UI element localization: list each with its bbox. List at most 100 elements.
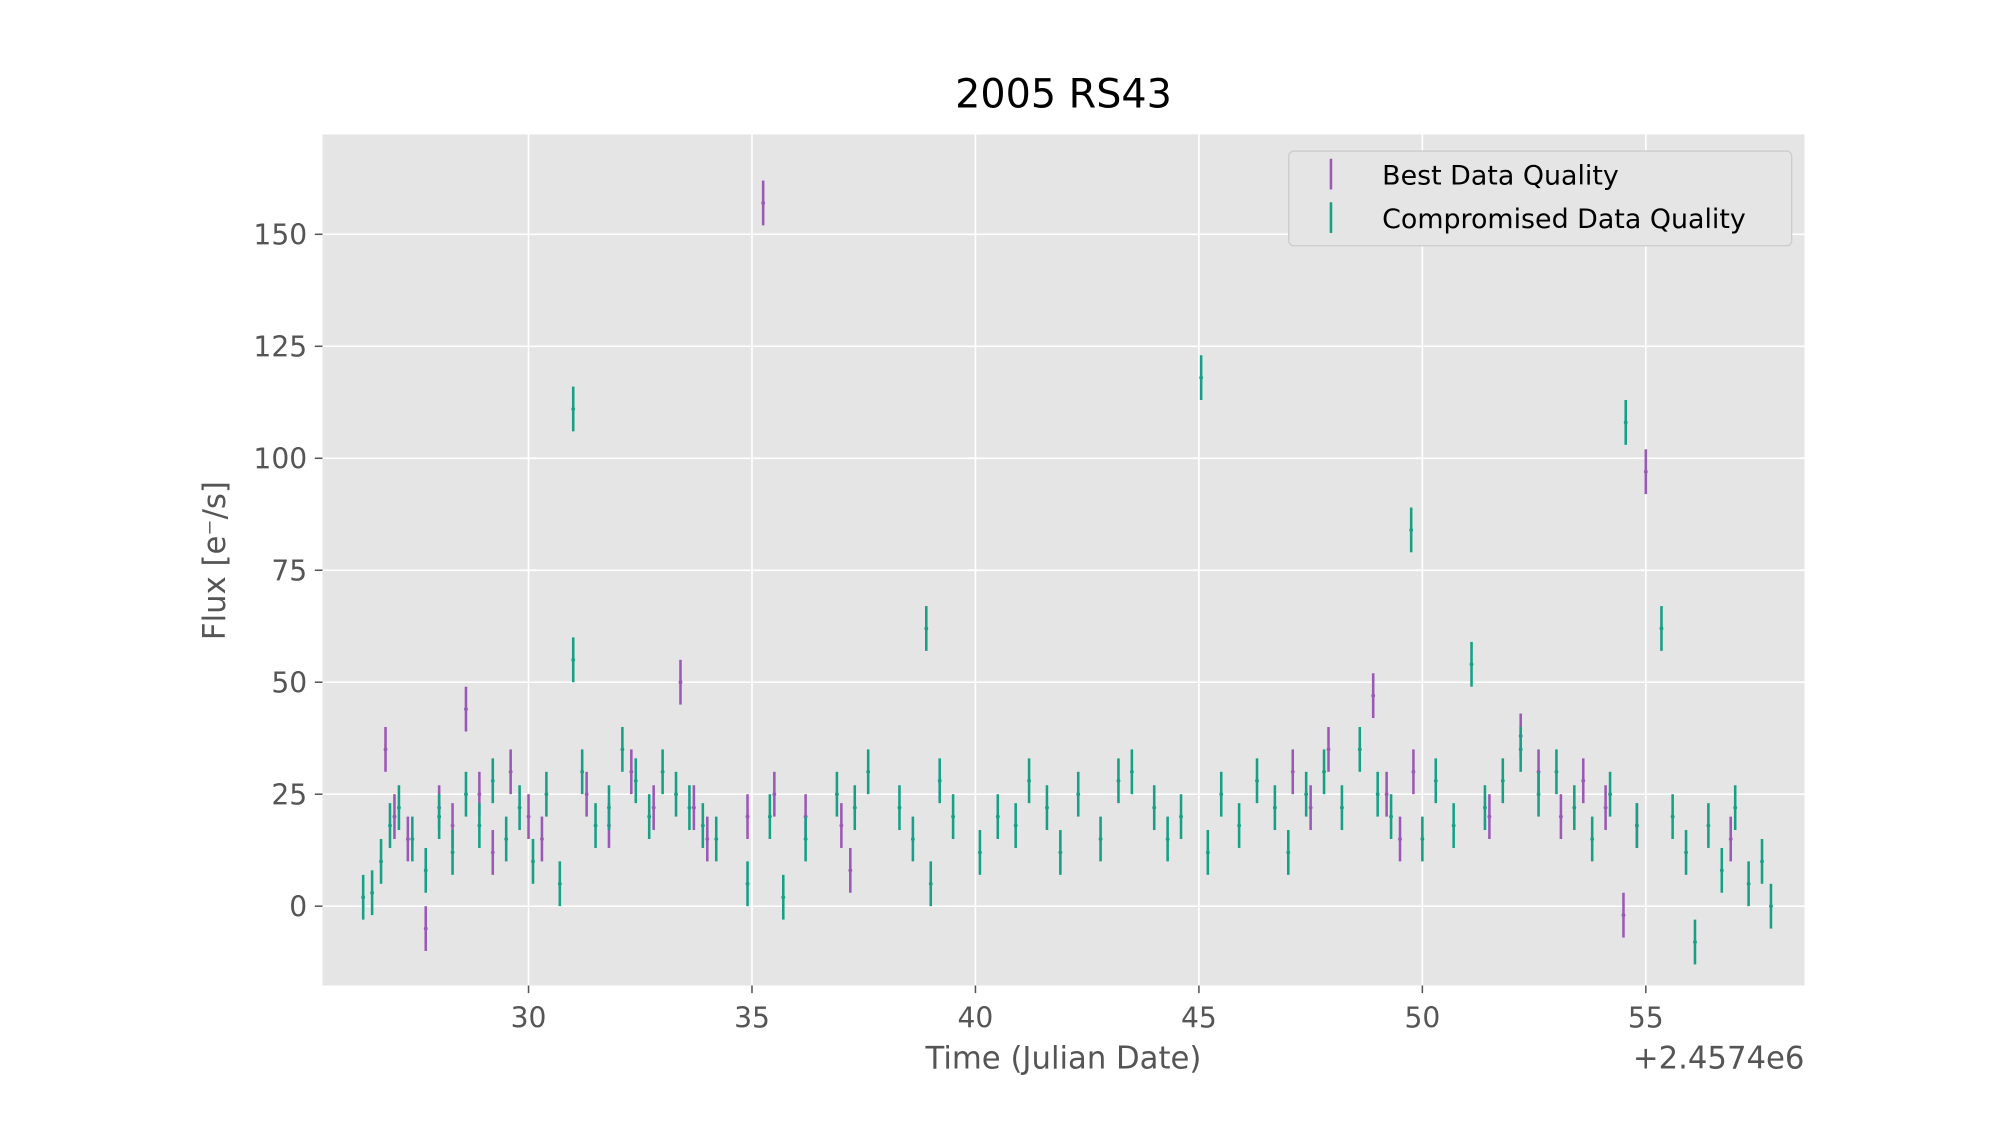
data-point [508,769,513,774]
data-point [544,792,549,797]
data-point [1623,420,1628,425]
data-point [647,814,652,819]
data-point [1487,814,1492,819]
data-point [1608,792,1612,797]
x-tick-label: 30 [511,1002,547,1035]
data-point [1375,792,1380,797]
data-point [397,805,401,810]
data-point [1219,792,1224,797]
data-point [571,657,576,662]
data-point [1554,769,1559,774]
data-point [405,837,410,841]
data-point [674,792,678,797]
data-point [392,814,397,819]
data-point [924,626,929,631]
data-point [1371,693,1376,698]
data-point [584,792,589,797]
data-point [1027,778,1031,783]
data-point [1433,778,1438,783]
data-point [490,850,495,855]
data-point [540,837,544,841]
data-point [388,823,392,828]
y-tick-label: 50 [271,666,307,699]
legend-label: Compromised Data Quality [1382,204,1746,235]
data-point [937,778,942,783]
plot-area [322,134,1805,986]
data-point [1199,375,1204,380]
data-point [700,823,705,828]
data-point [1590,837,1595,841]
data-point [1719,868,1724,873]
data-point [767,814,772,819]
x-tick-label: 45 [1181,1002,1217,1035]
data-point [1572,805,1577,810]
data-point [531,859,535,864]
data-point [839,823,844,828]
data-point [1326,747,1331,752]
data-point [1420,837,1425,841]
data-point [1746,881,1751,886]
data-point [1098,837,1103,841]
x-tick-label: 55 [1628,1002,1664,1035]
data-point [761,201,766,205]
data-point [383,747,388,752]
data-point [1536,792,1541,797]
data-point [1706,823,1711,828]
data-point [745,881,750,886]
data-point [410,837,415,841]
y-tick-label: 150 [253,219,307,252]
data-point [1237,823,1242,828]
data-point [1013,823,1018,828]
data-point [848,868,853,873]
data-point [866,769,871,774]
data-point [1728,837,1733,841]
y-tick-label: 75 [271,554,307,587]
data-point [977,850,982,855]
y-tick-label: 100 [253,443,307,476]
data-point [1398,837,1402,841]
data-point [1693,940,1697,944]
data-point [504,837,509,841]
y-axis-label: Flux [e⁻/s] [197,481,233,640]
data-point [464,792,468,797]
data-point [423,926,428,931]
data-point [1469,662,1474,667]
data-point [1558,814,1563,819]
data-point [1581,778,1586,783]
data-point [580,769,585,774]
data-point [1255,778,1259,783]
data-point [678,680,683,685]
data-point [633,778,638,783]
data-point [1322,769,1326,774]
data-point [1518,747,1523,752]
data-point [571,407,576,411]
data-point [517,805,522,810]
data-point [1339,805,1344,810]
y-tick-label: 0 [289,890,307,923]
data-point [1409,528,1414,532]
data-point [379,859,383,864]
data-point [1290,769,1295,774]
data-point [910,837,915,841]
data-point [714,837,719,841]
legend: Best Data Quality Compromised Data Qualit… [1288,150,1793,247]
data-point [1621,913,1626,918]
data-point [607,805,611,810]
data-point [1389,814,1393,819]
data-point [1045,805,1049,810]
data-point [1308,805,1313,810]
data-point [1272,805,1277,810]
data-point [1179,814,1183,819]
data-point [687,805,692,810]
data-point [490,778,495,783]
data-point [951,814,956,819]
data-point [1500,778,1505,783]
x-axis-label: Time (Julian Date) [925,1041,1202,1077]
data-point [593,823,598,828]
data-point [477,792,482,797]
data-point [1670,814,1675,819]
data-point [370,890,375,895]
data-point [1286,850,1291,855]
marks [361,180,1773,965]
